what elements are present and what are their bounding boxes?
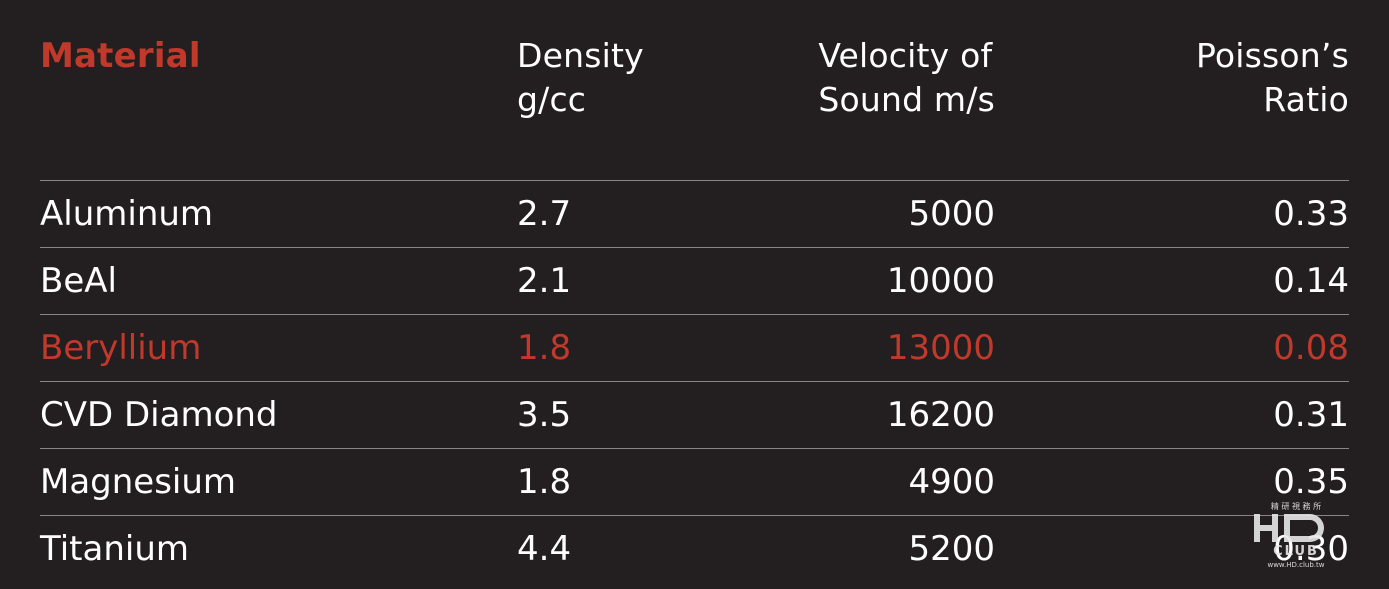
cell-velocity: 13000 [886,328,995,368]
materials-table: Material Density g/cc Velocity of Sound … [40,0,1349,589]
cell-material: BeAl [40,261,117,301]
header-material-label: Material [40,36,201,76]
cell-velocity: 16200 [886,395,995,435]
header-poisson-line1: Poisson’s [1195,36,1349,75]
table-row: Aluminum 2.7 5000 0.33 [40,181,1349,248]
cell-density: 1.8 [517,462,572,502]
cell-velocity: 5200 [908,529,995,569]
cell-velocity: 5000 [908,194,995,234]
row-divider [40,247,1349,248]
table-row: Magnesium 1.8 4900 0.35 [40,449,1349,516]
header-material: Material [40,34,201,78]
cell-poisson: 0.33 [1273,194,1349,234]
header-density-line2: g/cc [517,80,587,119]
cell-velocity: 10000 [886,261,995,301]
hdclub-watermark: 精 研 視 務 所 CLUB www.HD.club.tw [1250,500,1342,572]
header-poisson-line2: Ratio [1263,80,1349,119]
table-row: Titanium 4.4 5200 0.30 [40,516,1349,583]
header-density: Density g/cc [517,34,644,122]
row-divider [40,448,1349,449]
row-divider [40,515,1349,516]
table-row: Beryllium 1.8 13000 0.08 [40,315,1349,382]
cell-density: 2.7 [517,194,572,234]
header-poisson: Poisson’s Ratio [1196,34,1349,122]
row-divider [40,314,1349,315]
row-divider [40,180,1349,181]
cell-poisson: 0.14 [1273,261,1349,301]
table-row: CVD Diamond 3.5 16200 0.31 [40,382,1349,449]
cell-material: Aluminum [40,194,214,234]
header-velocity-line1: Velocity of [818,36,993,75]
cell-material: Titanium [40,529,189,569]
cell-material: Beryllium [40,328,202,368]
table-row: BeAl 2.1 10000 0.14 [40,248,1349,315]
cell-velocity: 4900 [908,462,995,502]
cell-density: 2.1 [517,261,572,301]
cell-material: Magnesium [40,462,237,502]
hdclub-logo-icon: 精 研 視 務 所 CLUB www.HD.club.tw [1254,501,1325,569]
watermark-sub-text: CLUB [1273,544,1319,559]
row-divider [40,381,1349,382]
cell-poisson: 0.31 [1273,395,1349,435]
watermark-url-text: www.HD.club.tw [1267,561,1324,569]
cell-density: 3.5 [517,395,572,435]
cell-density: 4.4 [517,529,572,569]
watermark-top-text: 精 研 視 務 所 [1271,501,1321,511]
header-density-line1: Density [517,36,644,75]
header-velocity-line2: Sound m/s [818,80,995,119]
cell-material: CVD Diamond [40,395,278,435]
cell-density: 1.8 [517,328,572,368]
header-velocity: Velocity of Sound m/s [818,34,995,122]
cell-poisson: 0.35 [1273,462,1349,502]
cell-poisson: 0.08 [1273,328,1349,368]
